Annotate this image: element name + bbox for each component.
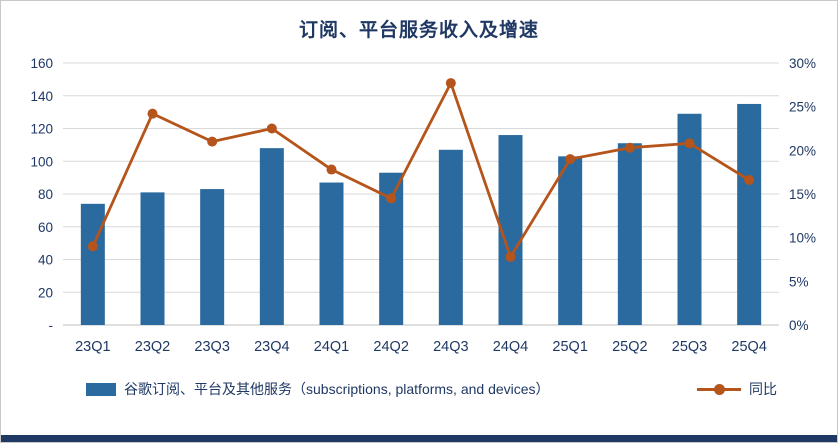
svg-text:25Q2: 25Q2 [612, 339, 647, 355]
bottom-strip [1, 435, 837, 442]
svg-text:25Q3: 25Q3 [672, 339, 707, 355]
svg-text:24Q3: 24Q3 [433, 339, 468, 355]
svg-text:15%: 15% [789, 187, 816, 202]
legend-label-bar-series: 谷歌订阅、平台及其他服务（subscriptions, platforms, a… [124, 381, 550, 397]
legend-label-line-series: 同比 [749, 381, 777, 397]
svg-text:20%: 20% [789, 143, 816, 158]
svg-text:30%: 30% [789, 56, 816, 71]
line-swatch-dot [714, 383, 725, 395]
svg-text:20: 20 [38, 285, 53, 300]
legend-item-line-series: 同比 [697, 379, 777, 399]
svg-text:60: 60 [38, 220, 53, 235]
svg-text:40: 40 [38, 253, 53, 268]
svg-text:80: 80 [38, 187, 53, 202]
svg-text:23Q3: 23Q3 [194, 339, 229, 355]
chart-title: 订阅、平台服务收入及增速 [298, 20, 539, 41]
line-series-swatch-icon [697, 383, 741, 395]
svg-text:23Q1: 23Q1 [75, 339, 110, 355]
svg-text:25Q1: 25Q1 [552, 339, 587, 355]
svg-text:0%: 0% [789, 318, 809, 333]
svg-text:140: 140 [30, 89, 53, 104]
svg-text:10%: 10% [789, 231, 816, 246]
svg-text:24Q1: 24Q1 [314, 339, 349, 355]
svg-text:24Q2: 24Q2 [373, 339, 408, 355]
svg-text:120: 120 [30, 122, 53, 137]
bar-series-swatch-icon [86, 382, 116, 396]
svg-text:100: 100 [30, 154, 53, 169]
svg-text:160: 160 [30, 56, 53, 71]
svg-text:-: - [49, 318, 54, 333]
combo-chart: - 20 40 60 80 100 120 140 160 0% 5% 10% 15% 20% 25% 30%… [30, 56, 816, 355]
svg-text:23Q4: 23Q4 [254, 339, 289, 355]
chart-legend: 谷歌订阅、平台及其他服务（subscriptions, platforms, a… [1, 377, 837, 399]
svg-text:24Q4: 24Q4 [493, 339, 528, 355]
svg-text:25Q4: 25Q4 [731, 339, 766, 355]
svg-text:25%: 25% [789, 100, 816, 115]
legend-item-bar-series: 谷歌订阅、平台及其他服务（subscriptions, platforms, a… [86, 379, 550, 399]
svg-text:5%: 5% [789, 274, 809, 289]
svg-text:23Q2: 23Q2 [135, 339, 170, 355]
